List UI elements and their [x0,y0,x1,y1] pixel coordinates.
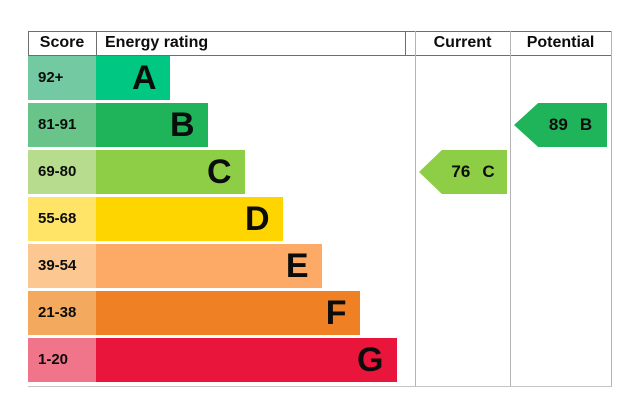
current-column-left-border [415,31,416,386]
band-g-bar: G [96,338,397,382]
potential-rating-band: B [579,115,593,134]
band-d-score-range: 55-68 [28,197,96,241]
score-column-header: Score [39,34,85,51]
band-row-a: 92+ A [28,56,397,103]
header-bottom-border [28,55,612,56]
current-column-header: Current [433,34,492,51]
band-row-g: 1-20 G [28,338,397,385]
potential-rating-score: 89 [548,115,568,134]
band-d-letter: D [244,200,270,238]
current-potential-divider [510,31,511,386]
band-c-bar: C [96,150,245,194]
potential-column-header: Potential [526,34,595,51]
energy-rating-column-header: Energy rating [105,34,209,51]
potential-column-right-border [611,31,612,386]
band-f-score-range: 21-38 [28,291,96,335]
header-left-border [28,31,29,55]
band-f-letter: F [325,294,347,332]
band-a-score-range: 92+ [28,56,96,100]
band-g-letter: G [357,341,384,379]
band-e-letter: E [285,247,309,285]
band-a-bar: A [96,56,170,100]
potential-rating-arrow: 89 B [514,103,607,147]
energy-column-right-border [405,31,406,55]
band-c-score-range: 69-80 [28,150,96,194]
band-d-bar: D [96,197,283,241]
band-e-score-range: 39-54 [28,244,96,288]
score-column-divider [96,31,97,55]
current-rating-score: 76 [451,162,471,181]
band-g-score-range: 1-20 [28,338,96,382]
current-rating-band: C [482,162,495,181]
table-bottom-border [28,386,612,387]
band-c-letter: C [206,153,232,191]
band-a-letter: A [131,59,157,97]
band-f-bar: F [96,291,360,335]
band-row-d: 55-68 D [28,197,397,244]
band-row-c: 69-80 C [28,150,397,197]
band-row-e: 39-54 E [28,244,397,291]
band-row-f: 21-38 F [28,291,397,338]
band-b-letter: B [169,106,195,144]
band-rows: 92+ A 81-91 B 69-80 C 55-68 D 39-54 E 21… [28,56,397,385]
band-b-score-range: 81-91 [28,103,96,147]
band-b-bar: B [96,103,208,147]
band-row-b: 81-91 B [28,103,397,150]
current-rating-arrow: 76 C [419,150,507,194]
table-top-border [28,31,612,32]
band-e-bar: E [96,244,322,288]
